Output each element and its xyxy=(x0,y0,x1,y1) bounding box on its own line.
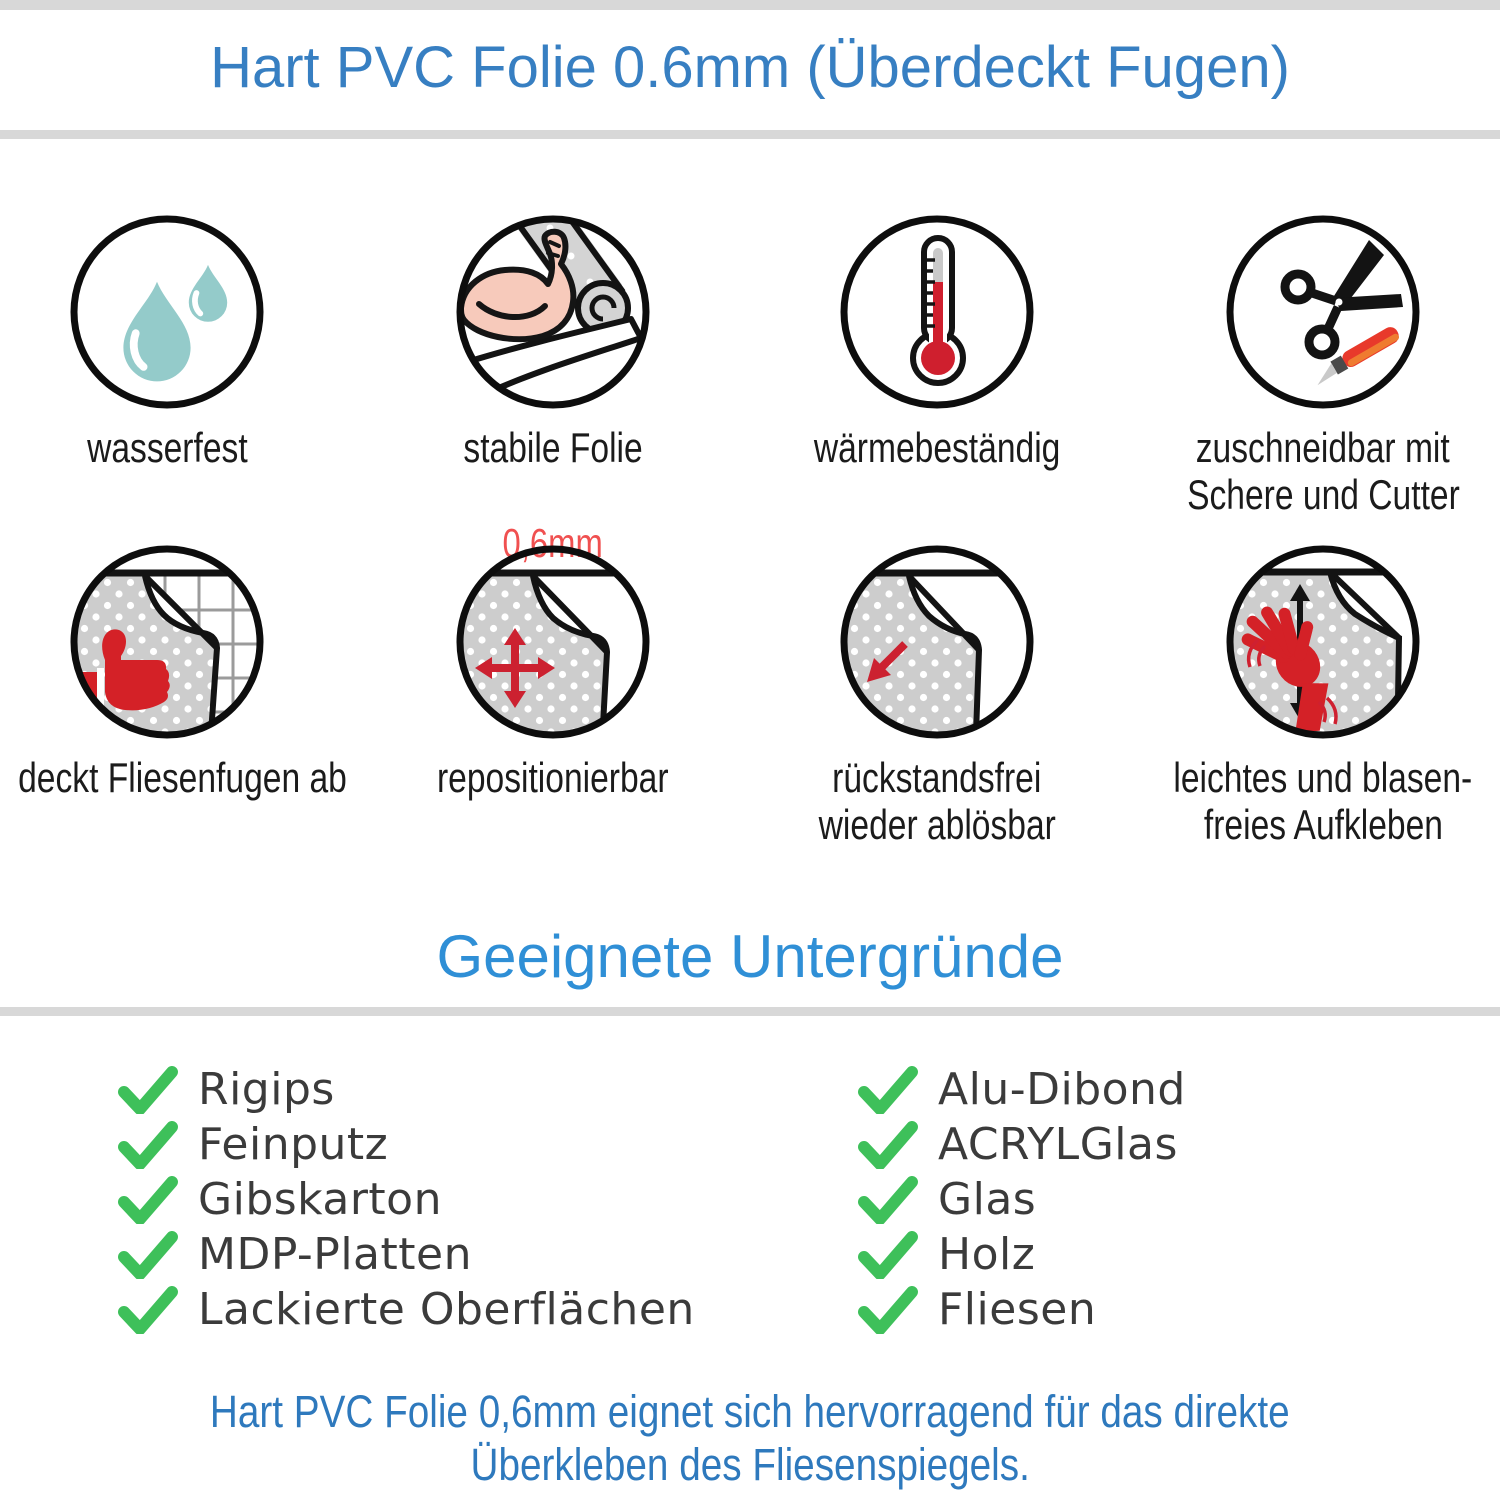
thermometer-icon xyxy=(840,215,1034,409)
check-icon xyxy=(118,1285,178,1334)
feature-caption: wärmebeständig xyxy=(813,424,1061,471)
list-item: Alu-Dibond xyxy=(856,1062,1186,1117)
check-icon xyxy=(858,1120,918,1169)
move-arrows-foil-icon xyxy=(456,545,650,739)
list-item: ACRYLGlas xyxy=(856,1117,1186,1172)
check-icon xyxy=(118,1120,178,1169)
feature-wasserfest: wasserfest xyxy=(0,212,357,518)
feature-zuschneidbar: zuschneidbar mit Schere und Cutter xyxy=(1133,212,1500,518)
hand-smoothing-foil-icon xyxy=(1226,545,1420,739)
check-icon xyxy=(858,1285,918,1334)
list-item: Feinputz xyxy=(116,1117,695,1172)
scissors-cutter-icon xyxy=(1226,215,1420,409)
peel-off-arrow-foil-icon xyxy=(840,545,1034,739)
check-icon xyxy=(858,1175,918,1224)
section-title: Geeignete Untergründe xyxy=(436,923,1064,990)
section-divider-bar xyxy=(0,1007,1500,1016)
feature-caption: rückstandsfrei wieder ablösbar xyxy=(818,754,1056,848)
list-item: Fliesen xyxy=(856,1282,1186,1337)
list-item: Holz xyxy=(856,1227,1186,1282)
list-item: Lackierte Oberflächen xyxy=(116,1282,695,1337)
list-item: MDP-Platten xyxy=(116,1227,695,1282)
check-icon xyxy=(118,1175,178,1224)
page-title: Hart PVC Folie 0.6mm (Überdeckt Fugen) xyxy=(210,35,1290,100)
feature-caption: repositionierbar xyxy=(437,754,669,801)
feature-rueckstandsfrei: rückstandsfrei wieder ablösbar xyxy=(747,542,1127,848)
list-item: Glas xyxy=(856,1172,1186,1227)
feature-caption: wasserfest xyxy=(86,424,248,471)
feature-caption: deckt Fliesenfugen ab xyxy=(18,754,347,801)
feature-repositionierbar: repositionierbar xyxy=(363,542,743,848)
strong-arm-foil-icon xyxy=(456,215,650,409)
title-divider-bar xyxy=(0,130,1500,139)
water-drops-icon xyxy=(70,215,264,409)
feature-caption: stabile Folie xyxy=(463,424,643,471)
list-item: Gibskarton xyxy=(116,1172,695,1227)
thumbs-up-tile-foil-icon xyxy=(70,545,264,739)
top-divider-bar xyxy=(0,0,1500,10)
check-icon xyxy=(858,1065,918,1114)
feature-deckt-fliesenfugen: deckt Fliesenfugen ab xyxy=(0,542,357,848)
footer-note: Hart PVC Folie 0,6mm eignet sich hervorr… xyxy=(210,1386,1290,1490)
list-item: Rigips xyxy=(116,1062,695,1117)
feature-caption: zuschneidbar mit Schere und Cutter xyxy=(1186,424,1460,518)
feature-caption: leichtes und blasen- freies Aufkleben xyxy=(1173,754,1473,848)
feature-waermebestaendig: wärmebeständig xyxy=(747,212,1127,518)
feature-stabile-folie: stabile Folie 0,6mm xyxy=(363,212,743,567)
check-icon xyxy=(858,1230,918,1279)
check-icon xyxy=(118,1065,178,1114)
substrate-list-right: Alu-Dibond ACRYLGlas Glas Holz Fliesen xyxy=(856,1062,1186,1337)
feature-blasenfreies-aufkleben: leichtes und blasen- freies Aufkleben xyxy=(1133,542,1500,848)
check-icon xyxy=(118,1230,178,1279)
substrate-list-left: Rigips Feinputz Gibskarton MDP-Platten L… xyxy=(116,1062,695,1337)
